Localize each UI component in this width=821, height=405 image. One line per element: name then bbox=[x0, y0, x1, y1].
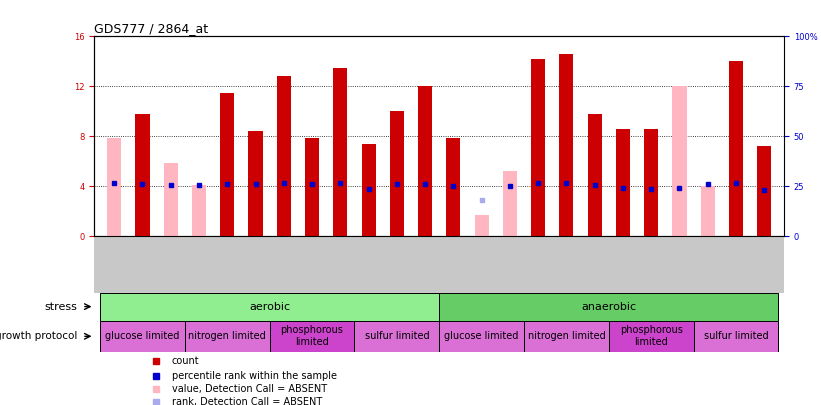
Bar bbox=[694, 321, 778, 352]
Text: stress: stress bbox=[44, 302, 77, 311]
Bar bbox=[588, 114, 602, 237]
Text: nitrogen limited: nitrogen limited bbox=[528, 331, 605, 341]
Bar bbox=[559, 54, 574, 237]
Bar bbox=[277, 77, 291, 237]
Bar bbox=[100, 292, 439, 321]
Bar bbox=[361, 144, 376, 237]
Bar bbox=[531, 59, 545, 237]
Bar bbox=[220, 93, 234, 237]
Text: glucose limited: glucose limited bbox=[105, 331, 180, 341]
Text: sulfur limited: sulfur limited bbox=[704, 331, 768, 341]
Bar bbox=[100, 321, 185, 352]
Text: rank, Detection Call = ABSENT: rank, Detection Call = ABSENT bbox=[172, 397, 322, 405]
Bar bbox=[439, 292, 778, 321]
Text: nitrogen limited: nitrogen limited bbox=[188, 331, 266, 341]
Bar bbox=[609, 321, 694, 352]
Text: GDS777 / 2864_at: GDS777 / 2864_at bbox=[94, 22, 209, 35]
Bar bbox=[390, 111, 404, 237]
Text: phosphorous
limited: phosphorous limited bbox=[620, 326, 682, 347]
Text: growth protocol: growth protocol bbox=[0, 331, 77, 341]
Bar bbox=[333, 68, 347, 237]
Bar bbox=[185, 321, 269, 352]
Bar bbox=[447, 138, 461, 237]
Bar bbox=[757, 146, 772, 237]
Bar bbox=[135, 114, 149, 237]
Bar bbox=[475, 215, 488, 237]
Bar bbox=[192, 185, 206, 237]
Bar bbox=[305, 138, 319, 237]
Text: sulfur limited: sulfur limited bbox=[365, 331, 429, 341]
Bar bbox=[616, 129, 630, 237]
Bar bbox=[249, 131, 263, 237]
Text: glucose limited: glucose limited bbox=[444, 331, 519, 341]
Bar bbox=[107, 138, 122, 237]
Text: anaerobic: anaerobic bbox=[581, 302, 636, 311]
Text: value, Detection Call = ABSENT: value, Detection Call = ABSENT bbox=[172, 384, 327, 394]
Bar bbox=[672, 86, 686, 237]
Bar bbox=[269, 321, 355, 352]
Bar bbox=[644, 129, 658, 237]
Bar bbox=[355, 321, 439, 352]
Text: aerobic: aerobic bbox=[249, 302, 290, 311]
Bar bbox=[418, 86, 432, 237]
Bar bbox=[700, 186, 715, 237]
Text: count: count bbox=[172, 356, 200, 367]
Bar bbox=[502, 171, 517, 237]
Bar bbox=[729, 62, 743, 237]
Bar bbox=[163, 163, 178, 237]
Bar bbox=[439, 321, 524, 352]
Bar bbox=[524, 321, 609, 352]
Text: percentile rank within the sample: percentile rank within the sample bbox=[172, 371, 337, 381]
Text: phosphorous
limited: phosphorous limited bbox=[281, 326, 343, 347]
